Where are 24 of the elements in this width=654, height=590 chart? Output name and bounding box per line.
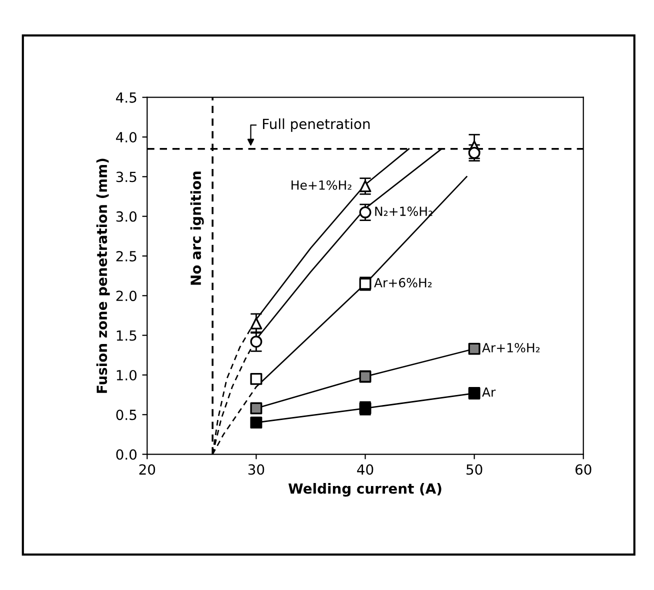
ref-line-label: No arc ignition <box>190 172 204 285</box>
series-label: He+1%H₂ <box>292 180 352 190</box>
series-label: N₂+1%H₂ <box>375 206 432 216</box>
x-tick-label: 30 <box>248 464 264 475</box>
ref-line-label: Full penetration <box>263 118 370 132</box>
y-tick-label: 4.5 <box>116 92 136 103</box>
y-tick-label: 1.0 <box>116 370 137 380</box>
x-axis-title: Welding current (A) <box>288 483 442 497</box>
x-tick-label: 20 <box>139 464 156 475</box>
y-tick-label: 2.0 <box>116 290 137 302</box>
x-tick-label: 60 <box>576 464 592 475</box>
y-tick-label: 1.5 <box>116 330 136 341</box>
y-tick-label: 3.0 <box>116 211 137 222</box>
x-tick-label: 50 <box>466 464 482 475</box>
series-label: Ar+1%H₂ <box>482 342 540 352</box>
x-tick-label: 40 <box>357 464 374 475</box>
y-tick-label: 4.0 <box>116 132 137 142</box>
y-tick-label: 0.5 <box>116 410 136 420</box>
y-tick-label: 2.5 <box>116 250 136 262</box>
series-label: Ar+6%H₂ <box>374 278 432 288</box>
y-tick-label: 0.0 <box>116 449 137 460</box>
series-label: Ar <box>482 388 496 397</box>
y-tick-label: 3.5 <box>116 172 136 182</box>
y-axis-title: Fusion zone penetration (mm) <box>96 158 110 393</box>
